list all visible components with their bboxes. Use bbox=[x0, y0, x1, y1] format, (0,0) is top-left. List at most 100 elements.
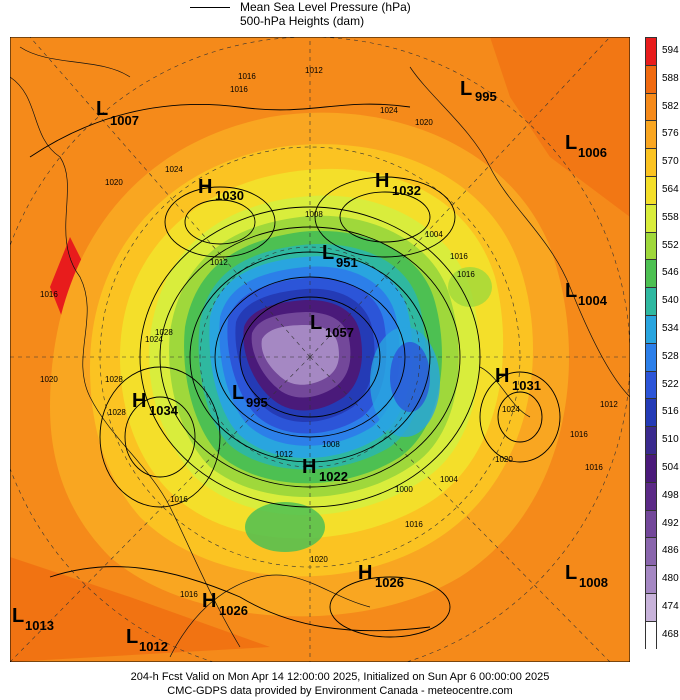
pressure-legend-label: Mean Sea Level Pressure (hPa) bbox=[240, 0, 411, 14]
colorbar-level-label: 570 bbox=[662, 156, 679, 168]
graticule bbox=[10, 37, 630, 662]
colorbar-swatch bbox=[645, 92, 657, 121]
svg-text:H: H bbox=[202, 590, 216, 612]
isobar-label: 1016 bbox=[450, 252, 468, 261]
colorbar-level-label: 558 bbox=[662, 211, 679, 223]
isobars bbox=[29, 103, 561, 638]
svg-text:H: H bbox=[302, 456, 316, 478]
isobar-label: 1012 bbox=[275, 450, 293, 459]
colorbar-level-label: 498 bbox=[662, 489, 679, 501]
colorbar-level-label: 510 bbox=[662, 434, 679, 446]
low-center-marker: L 995 bbox=[232, 382, 268, 410]
isobar-label: 1016 bbox=[585, 463, 603, 472]
colorbar-swatch bbox=[645, 454, 657, 482]
svg-text:951: 951 bbox=[336, 255, 358, 270]
height-colorbar: 594 588 582 576 570 564 558 552 546 540 534 528 522 5… bbox=[645, 37, 679, 649]
svg-text:1032: 1032 bbox=[392, 183, 421, 198]
svg-text:995: 995 bbox=[475, 89, 497, 104]
low-center-marker: L 1012 bbox=[126, 626, 168, 654]
colorbar-level-label: 552 bbox=[662, 239, 679, 251]
isobar-label: 1000 bbox=[395, 485, 413, 494]
svg-text:H: H bbox=[358, 562, 372, 584]
svg-text:H: H bbox=[132, 390, 146, 412]
svg-text:L: L bbox=[310, 312, 322, 334]
low-center-marker: L 1006 bbox=[565, 132, 607, 160]
colorbar-level-label: 516 bbox=[662, 406, 679, 418]
isobar-label: 1028 bbox=[105, 375, 123, 384]
colorbar-swatch bbox=[645, 426, 657, 454]
data-credit-text: CMC-GDPS data provided by Environment Ca… bbox=[167, 685, 513, 697]
svg-text:1057: 1057 bbox=[325, 325, 354, 340]
low-center-marker: L 1008 bbox=[565, 562, 608, 590]
colorbar-level-label: 546 bbox=[662, 267, 679, 279]
svg-text:1007: 1007 bbox=[110, 113, 139, 128]
isobar-label: 1016 bbox=[40, 290, 58, 299]
low-center-marker: L 1004 bbox=[565, 280, 608, 308]
svg-text:1008: 1008 bbox=[579, 575, 608, 590]
svg-text:1006: 1006 bbox=[578, 145, 607, 160]
colorbar-level-label: 468 bbox=[662, 628, 679, 640]
svg-text:L: L bbox=[565, 280, 577, 302]
svg-text:1022: 1022 bbox=[319, 469, 348, 484]
isobar-label: 1020 bbox=[495, 455, 513, 464]
colorbar-swatch bbox=[645, 37, 657, 65]
colorbar-level-label: 582 bbox=[662, 100, 679, 112]
isobar-label: 1028 bbox=[108, 408, 126, 417]
low-center-marker: L 1013 bbox=[12, 605, 54, 633]
isobar-label: 1004 bbox=[440, 475, 458, 484]
isobar-label: 1016 bbox=[238, 72, 256, 81]
colorbar-level-label: 474 bbox=[662, 600, 679, 612]
svg-text:L: L bbox=[12, 605, 24, 627]
high-center-marker: H 1022 bbox=[302, 456, 348, 484]
colorbar-swatch bbox=[645, 148, 657, 176]
colorbar-level-label: 480 bbox=[662, 573, 679, 585]
svg-text:1013: 1013 bbox=[25, 618, 54, 633]
svg-text:L: L bbox=[565, 562, 577, 584]
low-center-marker: L 1057 bbox=[310, 312, 354, 340]
high-center-marker: H 1030 bbox=[198, 176, 244, 203]
heights-legend-label: 500-hPa Heights (dam) bbox=[240, 14, 365, 28]
high-center-marker: H 1032 bbox=[375, 170, 421, 198]
colorbar-swatch bbox=[645, 370, 657, 399]
isobar-label: 1016 bbox=[457, 270, 475, 279]
colorbar-swatch bbox=[645, 509, 657, 538]
svg-text:H: H bbox=[198, 176, 212, 198]
svg-text:L: L bbox=[232, 382, 244, 404]
svg-text:1004: 1004 bbox=[578, 293, 608, 308]
isobar-label: 1004 bbox=[425, 230, 443, 239]
colorbar-level-label: 492 bbox=[662, 517, 679, 529]
isobar-label: 1016 bbox=[570, 430, 588, 439]
colorbar-swatch bbox=[645, 537, 657, 566]
svg-text:H: H bbox=[375, 170, 389, 192]
colorbar-swatch bbox=[645, 398, 657, 427]
isobar-label: 1020 bbox=[40, 375, 58, 384]
colorbar-level-label: 564 bbox=[662, 183, 679, 195]
colorbar-swatch bbox=[645, 176, 657, 204]
colorbar-level-label: 486 bbox=[662, 545, 679, 557]
isobar-label: 1016 bbox=[180, 590, 198, 599]
svg-text:1031: 1031 bbox=[512, 378, 541, 393]
isobar-label: 1028 bbox=[155, 328, 173, 337]
colorbar-swatch bbox=[645, 593, 657, 621]
isobar-label: 1012 bbox=[600, 400, 618, 409]
low-center-marker: L 951 bbox=[322, 242, 358, 270]
isobar-label: 1024 bbox=[165, 165, 183, 174]
colorbar-swatch bbox=[645, 315, 657, 343]
colorbar-level-label: 528 bbox=[662, 350, 679, 362]
high-center-marker: H 1034 bbox=[132, 390, 179, 418]
colorbar-level-label: 594 bbox=[662, 44, 679, 56]
isobar-label: 1020 bbox=[105, 178, 123, 187]
isobar-label: 1016 bbox=[230, 85, 248, 94]
colorbar-swatch bbox=[645, 203, 657, 232]
isobar-label: 1024 bbox=[380, 106, 398, 115]
svg-text:L: L bbox=[126, 626, 138, 648]
isobar-label: 1008 bbox=[322, 440, 340, 449]
svg-text:L: L bbox=[96, 98, 108, 120]
high-center-marker: H 1031 bbox=[495, 365, 541, 393]
svg-text:L: L bbox=[460, 78, 472, 100]
svg-text:1026: 1026 bbox=[375, 575, 404, 590]
colorbar-swatch bbox=[645, 620, 657, 649]
weather-map: 1016 1012 1024 1020 1016 1024 1028 1008 … bbox=[10, 37, 630, 662]
